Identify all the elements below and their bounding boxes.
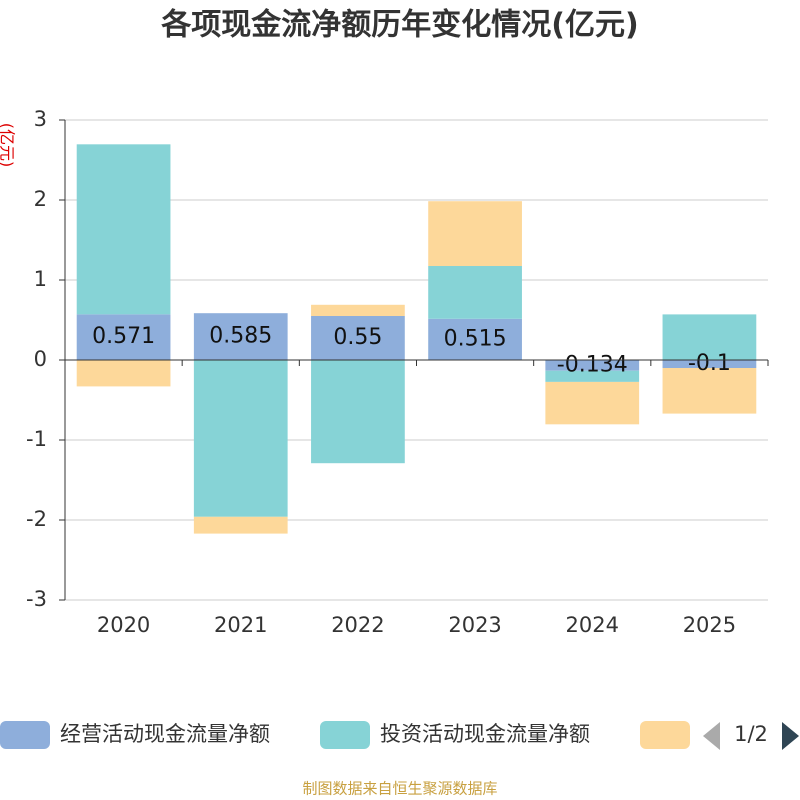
legend-next[interactable] <box>782 722 799 750</box>
bar <box>76 314 171 360</box>
legend-swatch <box>0 721 50 749</box>
data-label: -0.1 <box>688 351 731 376</box>
legend-label: 经营活动现金流量净额 <box>60 722 270 746</box>
data-label: 0.585 <box>209 324 272 349</box>
bar <box>545 381 640 425</box>
data-label: -0.134 <box>557 352 628 377</box>
legend-page: 1/2 <box>734 722 768 746</box>
x-tick-label: 2023 <box>448 613 501 637</box>
legend-swatch <box>640 721 690 749</box>
y-tick-label: 1 <box>34 267 47 291</box>
data-label: 0.515 <box>444 326 507 351</box>
bar <box>662 314 757 360</box>
x-tick-label: 2024 <box>566 613 619 637</box>
y-tick-label: -3 <box>26 587 47 611</box>
bar <box>428 201 522 266</box>
bar <box>662 368 757 414</box>
bar <box>193 313 288 360</box>
bar <box>193 516 288 534</box>
bar <box>428 266 522 319</box>
bar <box>545 360 640 371</box>
legend-prev[interactable] <box>703 722 720 750</box>
bar <box>311 316 405 360</box>
bar <box>193 360 288 517</box>
y-tick-label: 0 <box>34 347 47 371</box>
bar <box>311 360 405 464</box>
y-axis-label: (亿元) <box>0 123 17 168</box>
x-tick-label: 2021 <box>214 613 267 637</box>
data-label: 0.55 <box>333 325 382 350</box>
y-tick-label: -1 <box>26 427 47 451</box>
legend-swatch <box>320 721 370 749</box>
y-tick-label: -2 <box>26 507 47 531</box>
bar <box>311 304 405 316</box>
x-tick-label: 2020 <box>97 613 150 637</box>
y-tick-label: 2 <box>34 187 47 211</box>
bar <box>76 144 171 315</box>
chart-title: 各项现金流净额历年变化情况(亿元) <box>160 8 638 43</box>
bar <box>76 360 171 387</box>
x-tick-label: 2022 <box>331 613 384 637</box>
source: 制图数据来自恒生聚源数据库 <box>302 780 497 798</box>
y-tick-label: 3 <box>34 107 47 131</box>
bar <box>428 318 522 360</box>
x-tick-label: 2025 <box>683 613 736 637</box>
bar <box>545 370 640 382</box>
bar <box>662 360 757 368</box>
legend-label: 投资活动现金流量净额 <box>380 722 590 746</box>
data-label: 0.571 <box>92 324 155 349</box>
